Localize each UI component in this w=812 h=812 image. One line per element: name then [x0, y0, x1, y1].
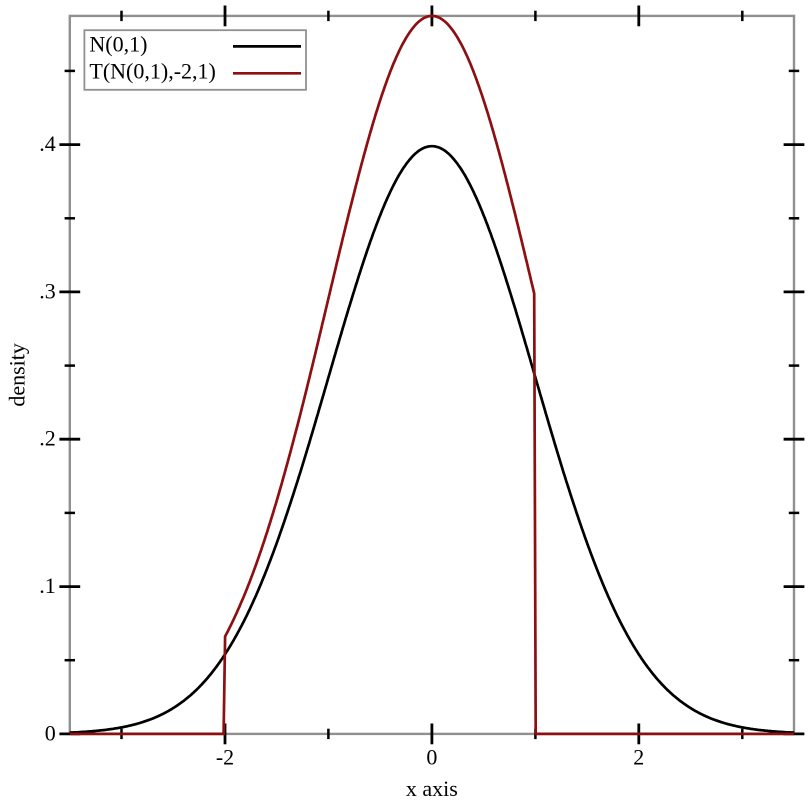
svg-text:.3: .3	[39, 278, 56, 303]
svg-text:density: density	[5, 343, 30, 407]
svg-text:N(0,1): N(0,1)	[89, 32, 147, 57]
svg-text:x axis: x axis	[406, 776, 458, 801]
svg-text:.4: .4	[39, 131, 56, 156]
svg-text:-2: -2	[216, 744, 234, 769]
svg-text:T(N(0,1),-2,1): T(N(0,1),-2,1)	[89, 58, 215, 83]
svg-text:.2: .2	[39, 426, 56, 451]
svg-text:.1: .1	[39, 573, 56, 598]
svg-text:0: 0	[426, 744, 437, 769]
svg-text:2: 2	[633, 744, 644, 769]
svg-text:0: 0	[45, 720, 56, 745]
